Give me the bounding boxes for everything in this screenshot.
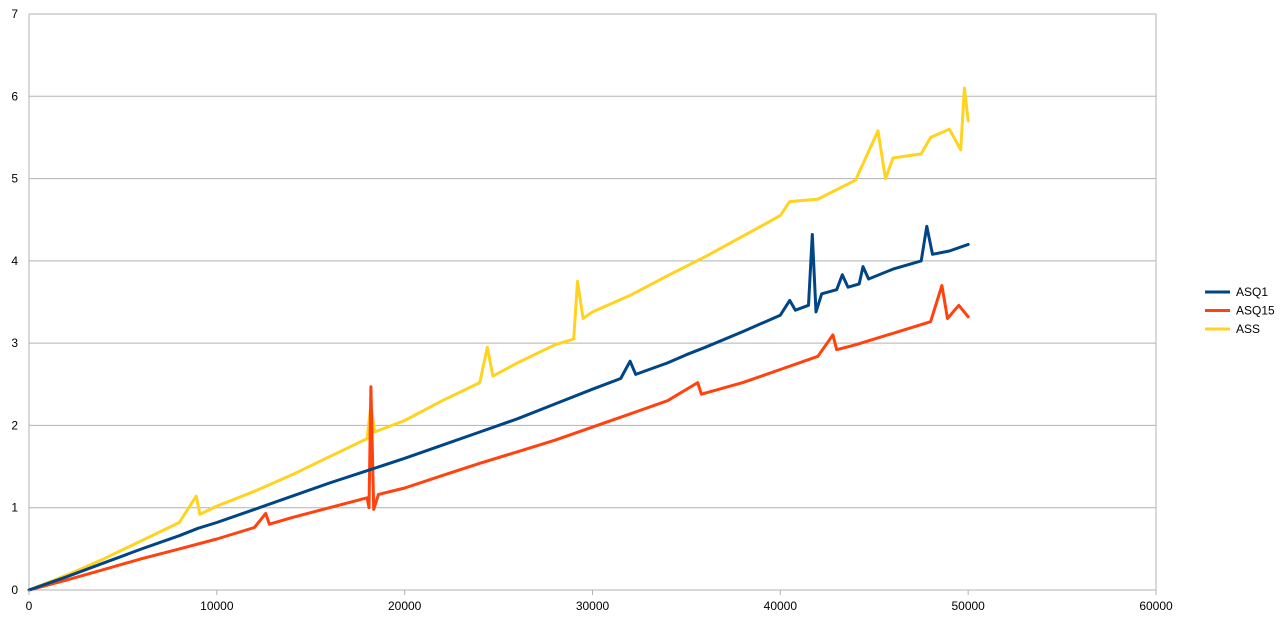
legend-label-ass: ASS — [1236, 322, 1260, 336]
x-tick-label: 50000 — [951, 599, 985, 613]
y-tick-label: 6 — [11, 89, 18, 103]
series-line-ass — [27, 86, 970, 592]
series-line-asq1 — [27, 224, 970, 592]
x-axis-ticks: 0 10000 20000 30000 40000 50000 60000 — [26, 590, 1173, 613]
legend-label-asq1: ASQ1 — [1236, 285, 1268, 299]
series-line-asq15 — [27, 284, 970, 592]
y-tick-label: 3 — [11, 336, 18, 350]
y-tick-label: 7 — [11, 7, 18, 21]
y-tick-label: 0 — [11, 583, 18, 597]
y-axis-ticks: 0 1 2 3 4 5 6 7 — [11, 7, 18, 597]
x-tick-label: 10000 — [200, 599, 234, 613]
y-tick-label: 4 — [11, 254, 18, 268]
x-tick-label: 0 — [26, 599, 33, 613]
y-tick-label: 1 — [11, 501, 18, 515]
series-lines — [27, 86, 970, 592]
x-tick-label: 30000 — [576, 599, 610, 613]
x-tick-label: 20000 — [388, 599, 422, 613]
legend: ASQ1 ASQ15 ASS — [1205, 285, 1275, 336]
y-tick-label: 2 — [11, 418, 18, 432]
legend-label-asq15: ASQ15 — [1236, 304, 1275, 318]
x-tick-label: 40000 — [764, 599, 798, 613]
x-tick-label: 60000 — [1139, 599, 1173, 613]
y-tick-label: 5 — [11, 172, 18, 186]
